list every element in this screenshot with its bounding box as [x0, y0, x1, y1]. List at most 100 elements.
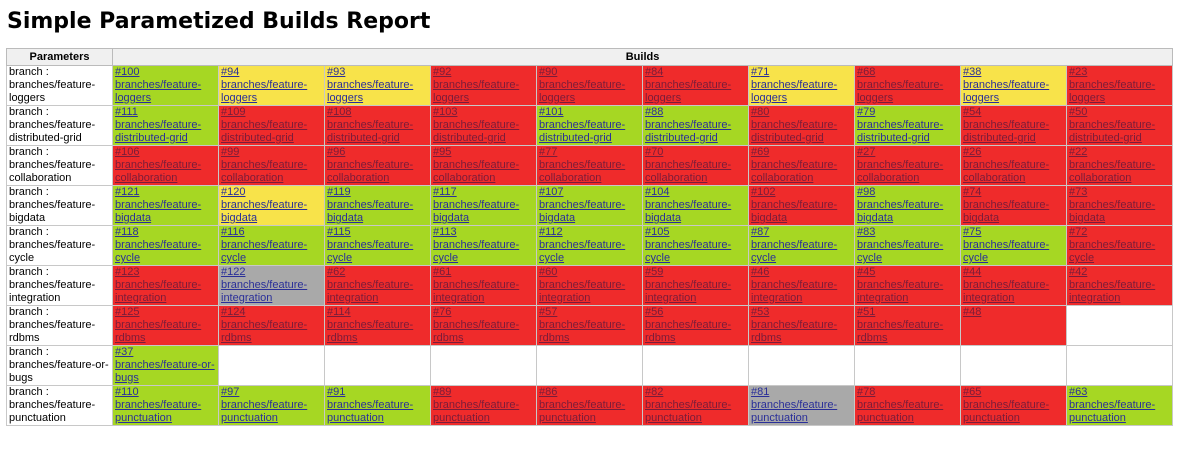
build-branch-link[interactable]: branches/feature-integration	[857, 279, 944, 304]
build-branch-link[interactable]: branches/feature-collaboration	[751, 159, 838, 184]
build-branch-link[interactable]: branches/feature-bigdata	[433, 199, 520, 224]
build-branch-link[interactable]: branches/feature-loggers	[221, 79, 308, 104]
build-number-link[interactable]: #57	[539, 306, 558, 319]
build-branch-link[interactable]: branches/feature-bigdata	[539, 199, 626, 224]
build-branch-link[interactable]: branches/feature-cycle	[115, 239, 202, 264]
build-number-link[interactable]: #105	[645, 226, 670, 239]
build-number-link[interactable]: #98	[857, 186, 876, 199]
build-branch-link[interactable]: branches/feature-integration	[221, 279, 308, 304]
build-number-link[interactable]: #59	[645, 266, 664, 279]
build-number-link[interactable]: #69	[751, 146, 770, 159]
build-number-link[interactable]: #48	[963, 306, 982, 319]
build-number-link[interactable]: #108	[327, 106, 352, 119]
build-number-link[interactable]: #37	[115, 346, 134, 359]
build-branch-link[interactable]: branches/feature-punctuation	[1069, 399, 1156, 424]
build-branch-link[interactable]: branches/feature-cycle	[327, 239, 414, 264]
build-number-link[interactable]: #26	[963, 146, 982, 159]
build-branch-link[interactable]: branches/feature-cycle	[221, 239, 308, 264]
build-branch-link[interactable]: branches/feature-bigdata	[963, 199, 1050, 224]
build-branch-link[interactable]: branches/feature-distributed-grid	[751, 119, 838, 144]
build-branch-link[interactable]: branches/feature-collaboration	[539, 159, 626, 184]
build-branch-link[interactable]: branches/feature-integration	[751, 279, 838, 304]
build-branch-link[interactable]: branches/feature-cycle	[751, 239, 838, 264]
build-branch-link[interactable]: branches/feature-integration	[645, 279, 732, 304]
build-branch-link[interactable]: branches/feature-cycle	[433, 239, 520, 264]
build-branch-link[interactable]: branches/feature-distributed-grid	[645, 119, 732, 144]
build-number-link[interactable]: #110	[115, 386, 139, 399]
build-number-link[interactable]: #44	[963, 266, 982, 279]
build-branch-link[interactable]: branches/feature-collaboration	[1069, 159, 1156, 184]
build-branch-link[interactable]: branches/feature-rdbms	[433, 319, 520, 344]
build-number-link[interactable]: #77	[539, 146, 558, 159]
build-branch-link[interactable]: branches/feature-distributed-grid	[539, 119, 626, 144]
build-number-link[interactable]: #113	[433, 226, 457, 239]
build-branch-link[interactable]: branches/feature-distributed-grid	[857, 119, 944, 144]
build-branch-link[interactable]: branches/feature-cycle	[963, 239, 1050, 264]
build-branch-link[interactable]: branches/feature-rdbms	[327, 319, 414, 344]
build-number-link[interactable]: #91	[327, 386, 346, 399]
build-number-link[interactable]: #86	[539, 386, 558, 399]
build-number-link[interactable]: #114	[327, 306, 351, 319]
build-branch-link[interactable]: branches/feature-loggers	[115, 79, 202, 104]
build-number-link[interactable]: #95	[433, 146, 452, 159]
build-branch-link[interactable]: branches/feature-rdbms	[539, 319, 626, 344]
build-number-link[interactable]: #87	[751, 226, 770, 239]
build-branch-link[interactable]: branches/feature-integration	[963, 279, 1050, 304]
build-number-link[interactable]: #54	[963, 106, 982, 119]
build-number-link[interactable]: #46	[751, 266, 770, 279]
build-number-link[interactable]: #123	[115, 266, 140, 279]
build-number-link[interactable]: #53	[751, 306, 770, 319]
build-branch-link[interactable]: branches/feature-collaboration	[963, 159, 1050, 184]
build-branch-link[interactable]: branches/feature-or-bugs	[115, 359, 215, 384]
build-number-link[interactable]: #116	[221, 226, 245, 239]
build-branch-link[interactable]: branches/feature-loggers	[433, 79, 520, 104]
build-number-link[interactable]: #104	[645, 186, 670, 199]
build-branch-link[interactable]: branches/feature-integration	[115, 279, 202, 304]
build-branch-link[interactable]: branches/feature-punctuation	[433, 399, 520, 424]
build-branch-link[interactable]: branches/feature-loggers	[645, 79, 732, 104]
build-number-link[interactable]: #109	[221, 106, 246, 119]
build-number-link[interactable]: #72	[1069, 226, 1088, 239]
build-branch-link[interactable]: branches/feature-cycle	[645, 239, 732, 264]
build-number-link[interactable]: #121	[115, 186, 140, 199]
build-branch-link[interactable]: branches/feature-rdbms	[751, 319, 838, 344]
build-number-link[interactable]: #106	[115, 146, 140, 159]
build-number-link[interactable]: #100	[115, 66, 140, 79]
build-number-link[interactable]: #56	[645, 306, 664, 319]
build-branch-link[interactable]: branches/feature-punctuation	[963, 399, 1050, 424]
build-number-link[interactable]: #71	[751, 66, 770, 79]
build-number-link[interactable]: #84	[645, 66, 664, 79]
build-number-link[interactable]: #119	[327, 186, 351, 199]
build-branch-link[interactable]: branches/feature-integration	[433, 279, 520, 304]
build-branch-link[interactable]: branches/feature-loggers	[539, 79, 626, 104]
build-number-link[interactable]: #89	[433, 386, 452, 399]
build-branch-link[interactable]: branches/feature-collaboration	[645, 159, 732, 184]
build-number-link[interactable]: #80	[751, 106, 770, 119]
build-branch-link[interactable]: branches/feature-punctuation	[327, 399, 414, 424]
build-number-link[interactable]: #81	[751, 386, 770, 399]
build-branch-link[interactable]: branches/feature-distributed-grid	[115, 119, 202, 144]
build-number-link[interactable]: #107	[539, 186, 564, 199]
build-branch-link[interactable]: branches/feature-rdbms	[115, 319, 202, 344]
build-branch-link[interactable]: branches/feature-punctuation	[645, 399, 732, 424]
build-branch-link[interactable]: branches/feature-bigdata	[221, 199, 308, 224]
build-branch-link[interactable]: branches/feature-loggers	[963, 79, 1050, 104]
build-number-link[interactable]: #42	[1069, 266, 1088, 279]
build-number-link[interactable]: #101	[539, 106, 564, 119]
build-number-link[interactable]: #70	[645, 146, 664, 159]
build-number-link[interactable]: #74	[963, 186, 982, 199]
build-number-link[interactable]: #92	[433, 66, 452, 79]
build-number-link[interactable]: #63	[1069, 386, 1088, 399]
build-number-link[interactable]: #38	[963, 66, 982, 79]
build-number-link[interactable]: #118	[115, 226, 139, 239]
build-number-link[interactable]: #122	[221, 266, 246, 279]
build-number-link[interactable]: #22	[1069, 146, 1088, 159]
build-number-link[interactable]: #102	[751, 186, 776, 199]
build-branch-link[interactable]: branches/feature-bigdata	[327, 199, 414, 224]
build-number-link[interactable]: #115	[327, 226, 351, 239]
build-branch-link[interactable]: branches/feature-collaboration	[327, 159, 414, 184]
build-number-link[interactable]: #124	[221, 306, 246, 319]
build-branch-link[interactable]: branches/feature-punctuation	[115, 399, 202, 424]
build-number-link[interactable]: #61	[433, 266, 452, 279]
build-number-link[interactable]: #79	[857, 106, 876, 119]
